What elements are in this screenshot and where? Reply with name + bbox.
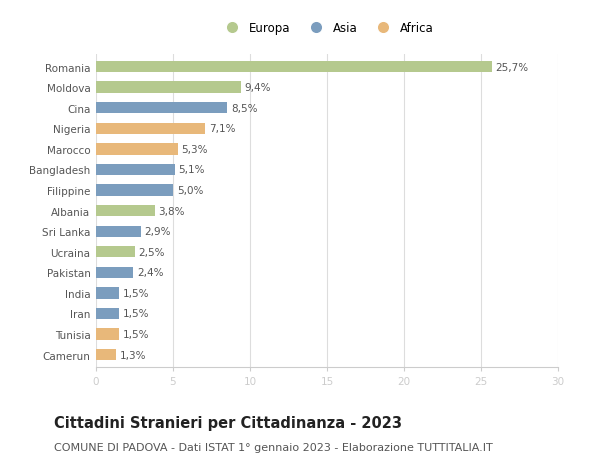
Bar xyxy=(96,103,227,114)
Bar xyxy=(96,144,178,155)
Bar xyxy=(96,82,241,94)
Text: 9,4%: 9,4% xyxy=(245,83,271,93)
Bar xyxy=(96,267,133,279)
Text: Cittadini Stranieri per Cittadinanza - 2023: Cittadini Stranieri per Cittadinanza - 2… xyxy=(54,415,402,431)
Bar xyxy=(96,329,119,340)
Bar xyxy=(96,123,205,134)
Text: 1,5%: 1,5% xyxy=(123,288,149,298)
Text: 25,7%: 25,7% xyxy=(496,62,529,73)
Text: 5,3%: 5,3% xyxy=(181,145,208,155)
Text: 1,5%: 1,5% xyxy=(123,309,149,319)
Bar xyxy=(96,226,140,237)
Bar xyxy=(96,246,134,258)
Bar xyxy=(96,185,173,196)
Bar xyxy=(96,164,175,176)
Bar xyxy=(96,206,155,217)
Text: 3,8%: 3,8% xyxy=(158,206,185,216)
Bar xyxy=(96,308,119,319)
Text: 5,1%: 5,1% xyxy=(178,165,205,175)
Bar xyxy=(96,349,116,360)
Text: 2,4%: 2,4% xyxy=(137,268,163,278)
Text: 5,0%: 5,0% xyxy=(177,185,203,196)
Text: 2,5%: 2,5% xyxy=(139,247,165,257)
Text: 7,1%: 7,1% xyxy=(209,124,236,134)
Text: 8,5%: 8,5% xyxy=(231,103,257,113)
Text: COMUNE DI PADOVA - Dati ISTAT 1° gennaio 2023 - Elaborazione TUTTITALIA.IT: COMUNE DI PADOVA - Dati ISTAT 1° gennaio… xyxy=(54,442,493,452)
Bar xyxy=(96,62,492,73)
Legend: Europa, Asia, Africa: Europa, Asia, Africa xyxy=(215,17,439,39)
Text: 1,5%: 1,5% xyxy=(123,330,149,339)
Text: 2,9%: 2,9% xyxy=(145,227,171,237)
Bar xyxy=(96,288,119,299)
Text: 1,3%: 1,3% xyxy=(120,350,146,360)
